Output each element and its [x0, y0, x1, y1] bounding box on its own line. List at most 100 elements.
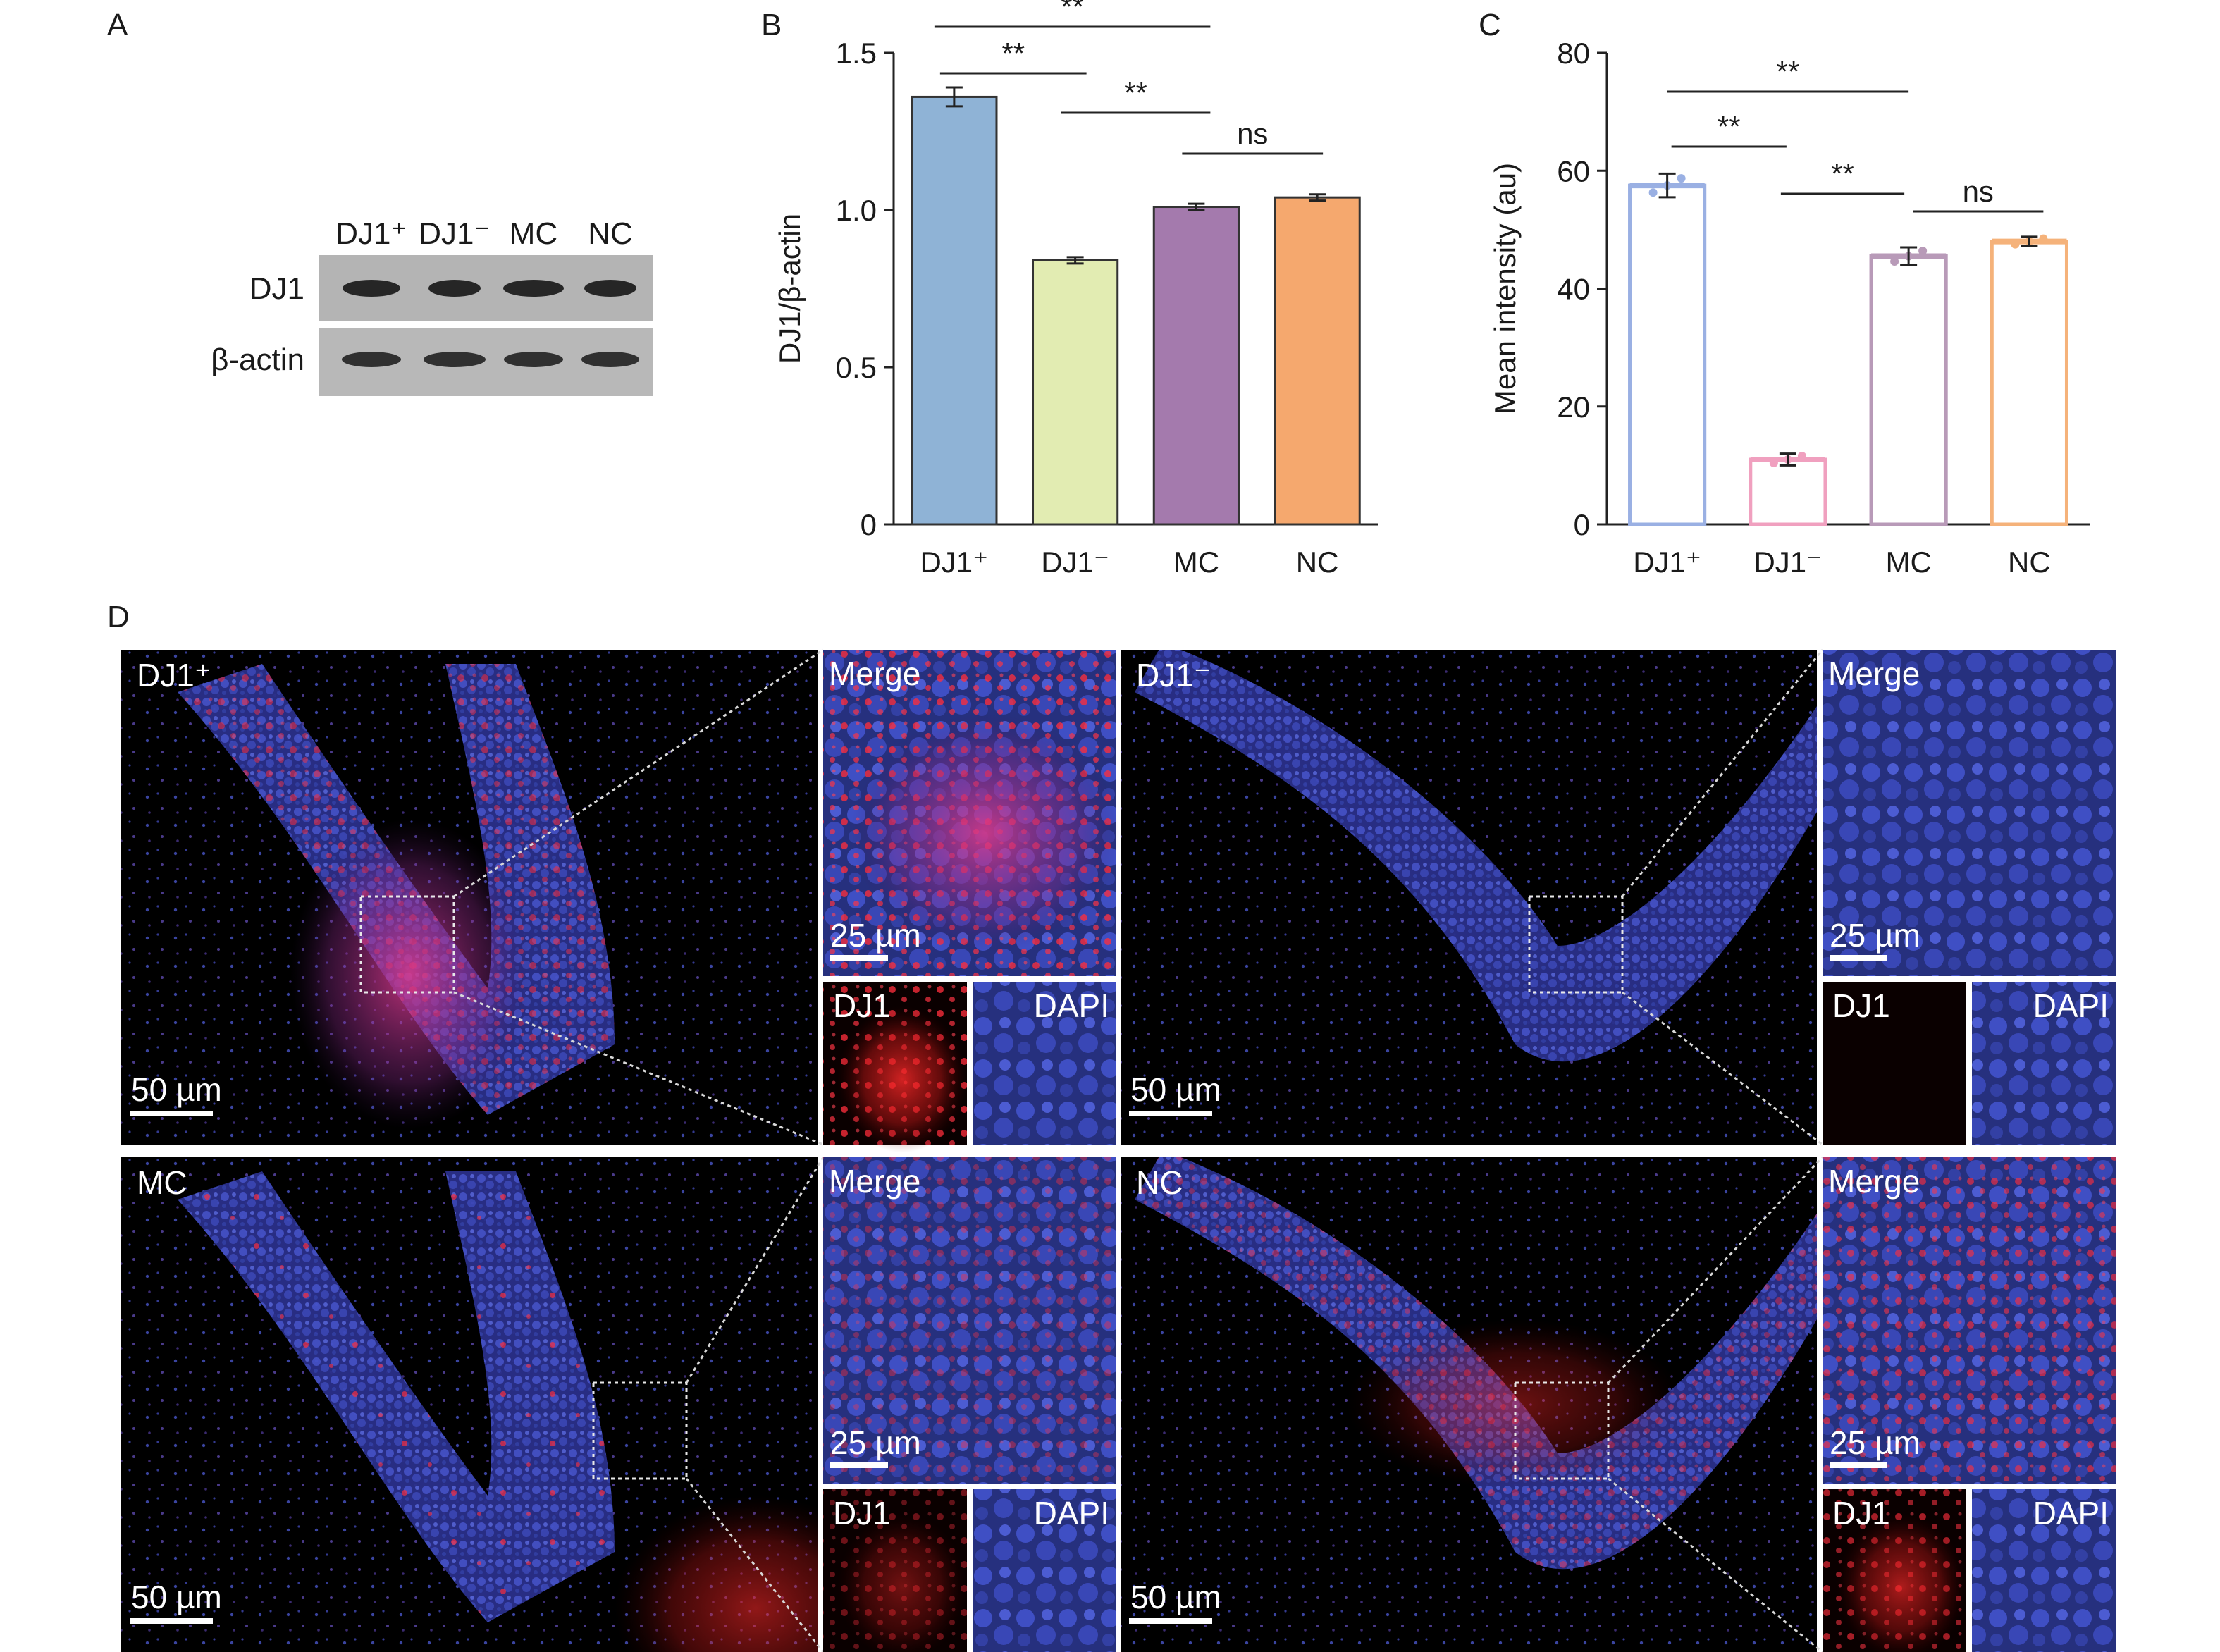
x-tick-label: DJ1⁻ [1041, 545, 1109, 579]
data-point [2011, 240, 2020, 249]
merge-label: Merge [1828, 655, 1920, 692]
y-tick-label: 60 [1557, 154, 1590, 187]
dj1-signal [178, 1171, 615, 1622]
bar [911, 95, 998, 526]
zoom-line [453, 991, 824, 1146]
dj1-channel-glow [837, 1006, 967, 1153]
group-label: MC [137, 1164, 187, 1201]
scale-bar-label: 50 µm [1130, 1579, 1221, 1615]
dj1-channel-label: DJ1 [833, 987, 891, 1024]
bar [1990, 240, 2068, 526]
scale-bar-label: 50 µm [1130, 1071, 1221, 1108]
blot-band-dj1 [343, 280, 400, 297]
data-point [1797, 451, 1806, 460]
inset-scale-label: 25 µm [830, 1424, 921, 1461]
blot-band-actin [424, 352, 486, 367]
dapi-channel-label: DAPI [1034, 1495, 1109, 1531]
dj1-channel-label: DJ1 [833, 1495, 891, 1531]
inset-scale-label: 25 µm [1830, 917, 1920, 954]
x-tick-label: MC [1173, 545, 1219, 579]
tissue-layer [1135, 650, 1817, 1062]
y-tick-label: 0 [1574, 508, 1590, 541]
dapi-channel-label: DAPI [2033, 987, 2109, 1024]
bar [1152, 206, 1240, 526]
x-tick-label: DJ1⁺ [1633, 545, 1701, 579]
blot-lane-label: DJ1⁻ [419, 216, 490, 251]
dj1-channel-inset [1823, 982, 1966, 1145]
x-tick-label: NC [2008, 545, 2051, 579]
x-tick-label: NC [1296, 545, 1339, 579]
significance-label: ns [1237, 117, 1268, 150]
zoom-line [685, 1157, 825, 1383]
dapi-channel-inset [973, 1489, 1116, 1652]
dapi-channel-label: DAPI [2033, 1495, 2109, 1531]
zoom-box [1528, 895, 1624, 994]
merge-dj1-signal [1823, 1157, 2116, 1484]
dj1-channel-glow [1837, 1513, 1966, 1652]
micrograph-panel: DJ1⁺ 50 µm Merge 25 µm DJ1 DAPI [121, 648, 1119, 1153]
significance-label: ** [1718, 110, 1741, 143]
micrograph-panel: NC 50 µm Merge 25 µm DJ1 DAPI [1121, 1156, 2116, 1652]
data-point [1918, 246, 1928, 255]
y-axis-label: Mean intensity (au) [1488, 163, 1522, 414]
y-axis-label: DJ1/β-actin [773, 214, 806, 364]
merge-inset [1823, 650, 2116, 976]
zoom-box [359, 895, 455, 994]
dj1-channel-label: DJ1 [1832, 987, 1890, 1024]
micrograph-panel: DJ1⁻ 50 µm Merge 25 µm DJ1 DAPI [1121, 649, 2116, 1146]
y-tick-label: 1.0 [836, 194, 877, 227]
merge-dj1-glow [851, 713, 1119, 953]
bar [1032, 259, 1119, 526]
data-point [1769, 459, 1778, 468]
significance-label: ** [1831, 157, 1854, 190]
group-label: NC [1136, 1164, 1183, 1201]
blot-band-dj1 [584, 280, 636, 297]
inset-scale-label: 25 µm [830, 917, 921, 954]
dj1-channel-label: DJ1 [1832, 1495, 1890, 1531]
micrograph-grid: DJ1⁺ 50 µm Merge 25 µm DJ1 DAPI DJ1⁻ 50 µm Merge… [121, 648, 2116, 1652]
significance-label: ** [1061, 0, 1084, 23]
panel-label-d: D [107, 600, 130, 634]
blot-band-dj1 [503, 280, 564, 297]
merge-label: Merge [829, 1163, 920, 1200]
merge-label: Merge [829, 655, 920, 692]
bar [1274, 196, 1361, 526]
blot-lane-label: DJ1⁺ [335, 216, 407, 251]
zoom-box [1514, 1381, 1610, 1480]
group-label: DJ1⁻ [1136, 657, 1211, 694]
scale-bar-label: 50 µm [131, 1579, 222, 1615]
micrograph-panel: MC 50 µm Merge 25 µm DJ1 DAPI [121, 1157, 1116, 1652]
y-tick-label: 40 [1557, 273, 1590, 306]
x-tick-label: MC [1885, 545, 1931, 579]
dapi-channel-label: DAPI [1034, 987, 1109, 1024]
significance-label: ns [1963, 175, 1994, 208]
data-point [1648, 188, 1658, 197]
blot-lane-label: MC [510, 216, 557, 251]
chart-c: 0 20 40 60 80 Mean intensity (au) DJ1⁺ DJ1⁻ MC NC… [1488, 37, 2090, 579]
significance-label: ** [1777, 55, 1800, 88]
panel-label-b: B [761, 8, 782, 42]
zoom-box [592, 1381, 688, 1480]
y-tick-label: 0.5 [836, 351, 877, 384]
data-point [1677, 174, 1686, 183]
x-tick-label: DJ1⁺ [920, 545, 988, 579]
data-point [2039, 234, 2048, 243]
panel-label-c: C [1479, 8, 1501, 42]
dj1-signal-glow [1346, 1319, 1684, 1488]
bar [1869, 254, 1948, 526]
y-tick-label: 80 [1557, 37, 1590, 70]
bar [1628, 183, 1707, 526]
blot-band-actin [342, 352, 401, 367]
blot-row-label: DJ1 [249, 271, 304, 306]
y-tick-label: 1.5 [836, 37, 877, 70]
merge-label: Merge [1828, 1163, 1920, 1200]
dj1-signal-glow [290, 819, 530, 1129]
panel-label-a: A [107, 8, 128, 42]
dapi-channel-inset [973, 982, 1116, 1145]
significance-label: ** [1001, 37, 1025, 70]
dapi-channel-inset [1972, 982, 2116, 1145]
zoom-line [685, 1478, 825, 1652]
inset-scale-label: 25 µm [1830, 1424, 1920, 1461]
scale-bar-label: 50 µm [131, 1071, 222, 1108]
